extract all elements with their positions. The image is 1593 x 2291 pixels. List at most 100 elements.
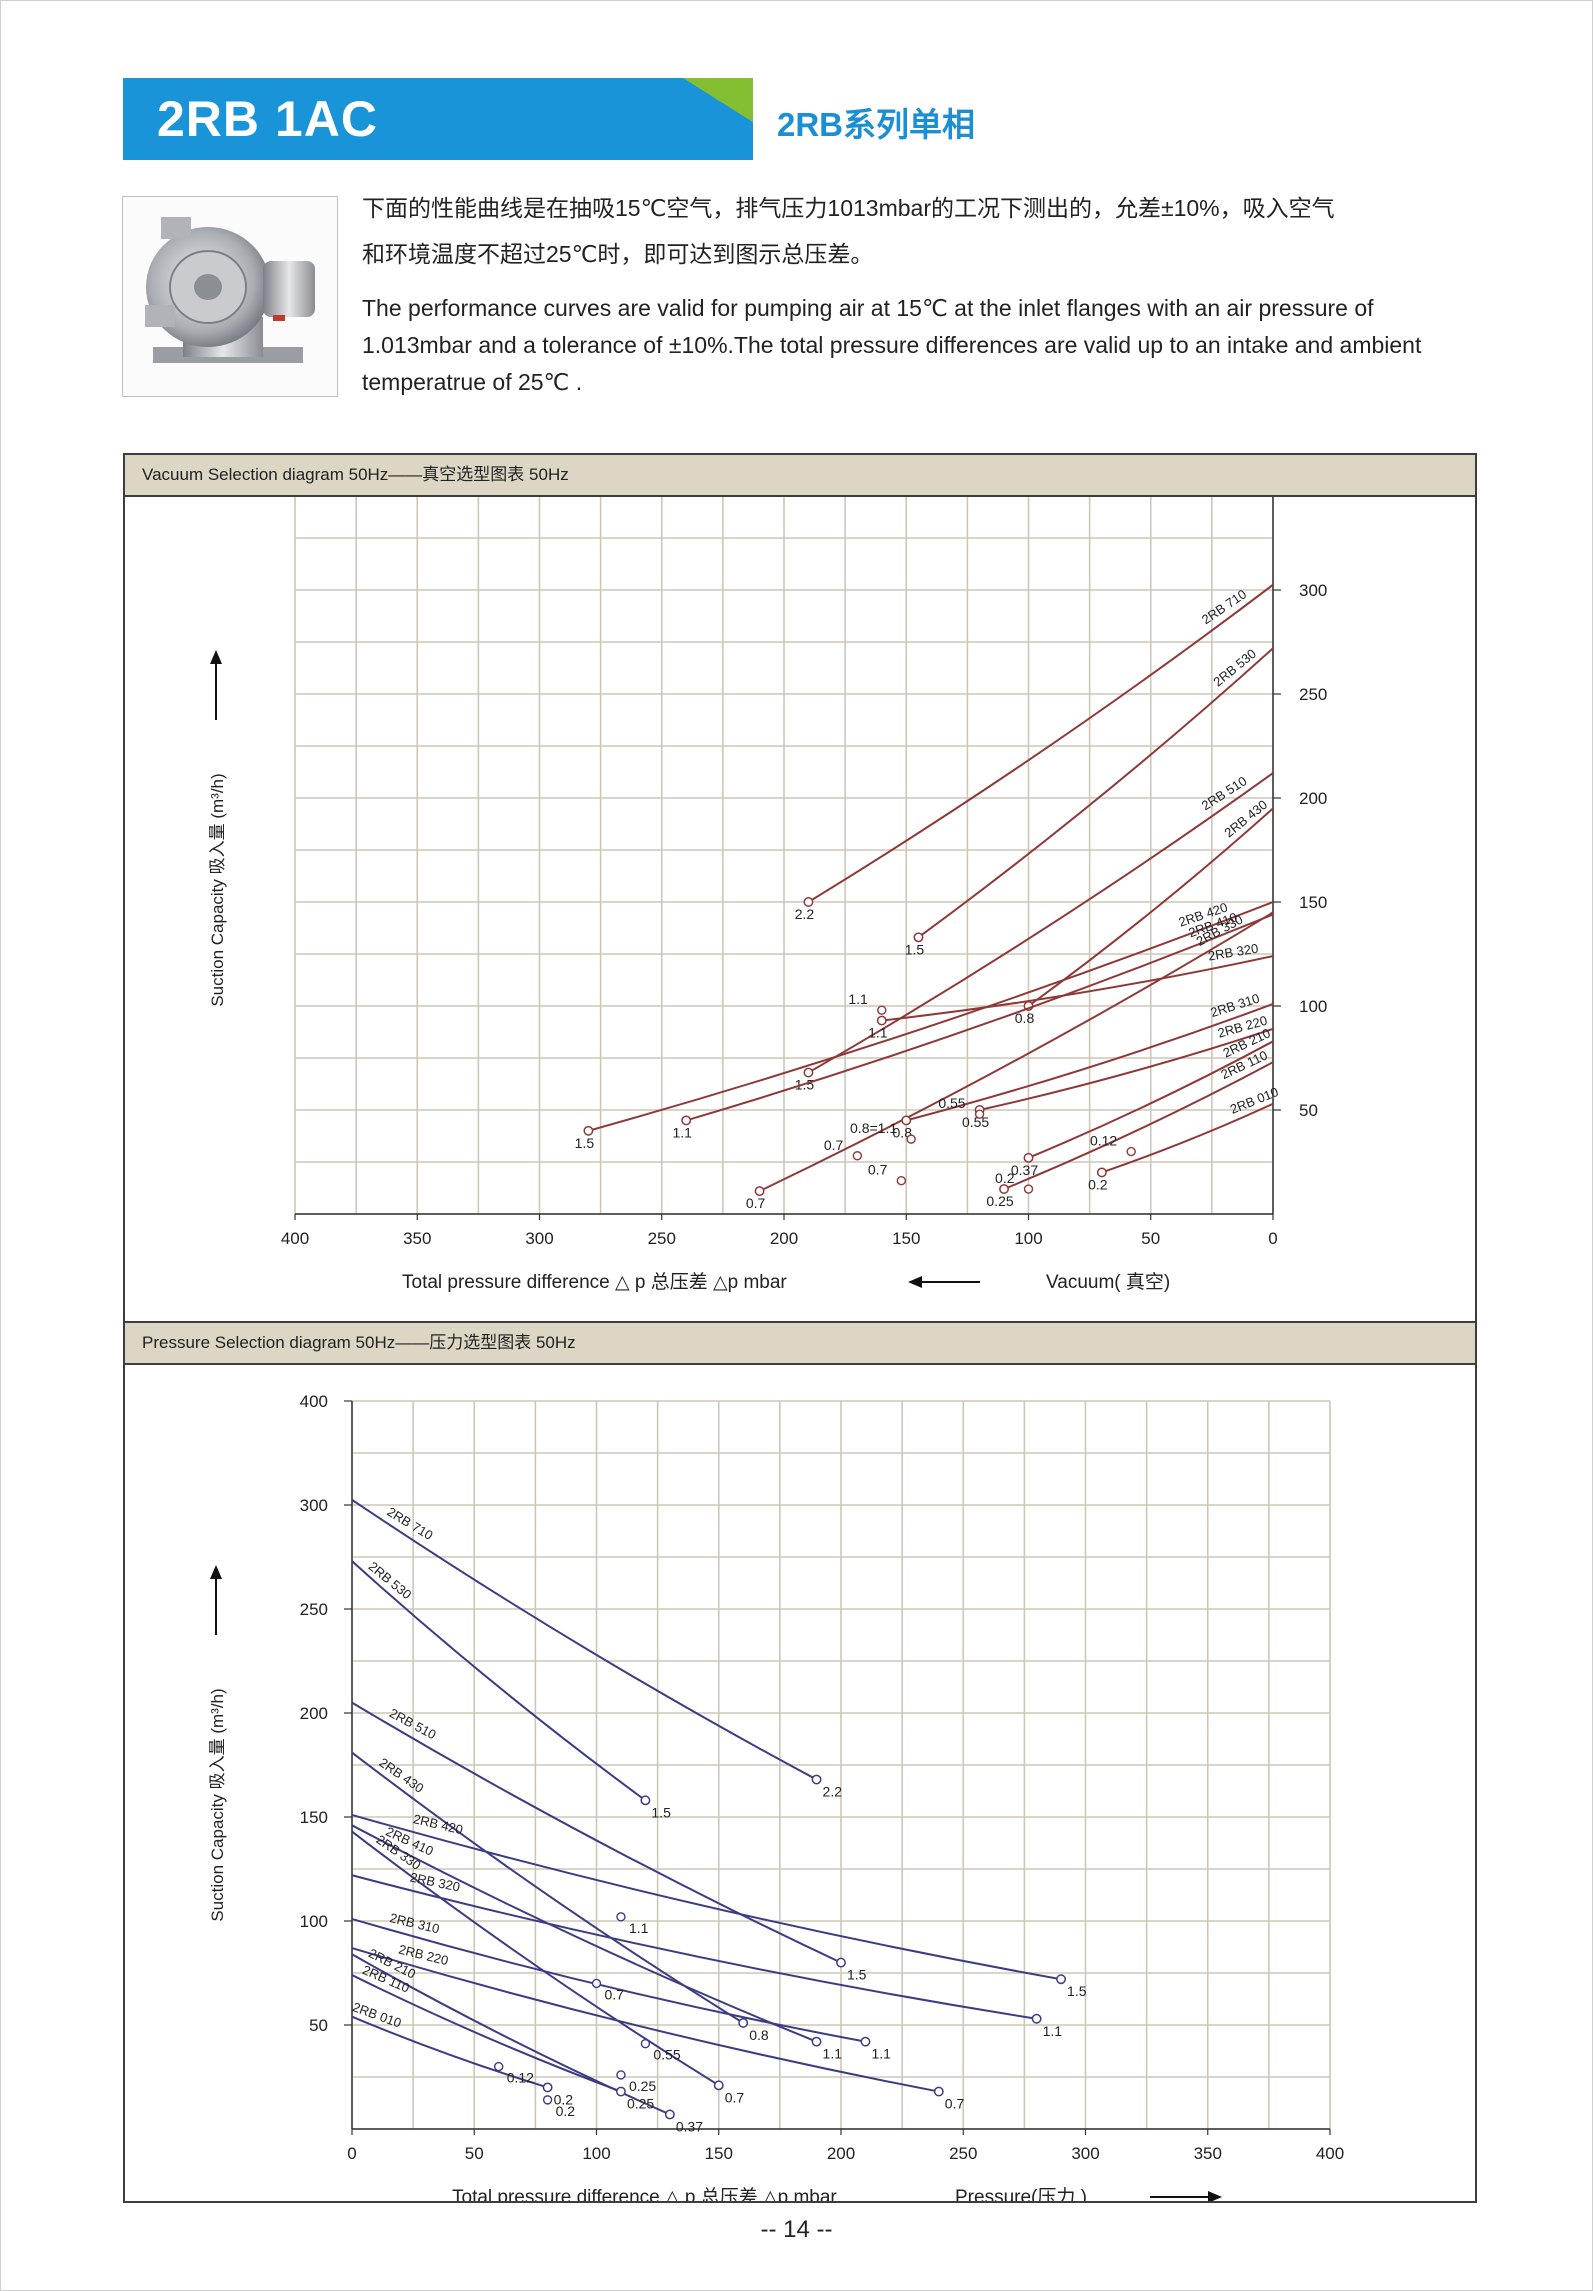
pressure-line-2rb-710 (351, 1498, 818, 1781)
vacuum-x-tick-250: 250 (648, 1229, 676, 1248)
vacuum-point-label: 0.2 (995, 1170, 1015, 1186)
pressure-x-tick-300: 300 (1071, 2144, 1099, 2163)
vacuum-point-2rb-010 (1096, 1167, 1107, 1178)
pressure-point-2rb-210 (664, 2109, 675, 2120)
vacuum-line-2rb-220 (979, 1027, 1274, 1111)
pressure-end-label-2rb-410: 1.1 (823, 2046, 843, 2062)
vacuum-chart: 400 350 300 250 200 150 100 50 0 50 100 150 200 250 30… (208, 497, 1327, 1293)
pressure-end-label-2rb-510: 1.5 (847, 1967, 867, 1983)
pressure-grid (351, 1400, 1331, 2130)
vacuum-end-label-2rb-420: 1.5 (575, 1135, 595, 1151)
pressure-end-label-2rb-430: 0.8 (749, 2027, 769, 2043)
vacuum-line-2rb-210 (1028, 1040, 1274, 1159)
vacuum-mid-point (906, 1134, 916, 1144)
pressure-end-label-2rb-110: 0.25 (627, 2096, 654, 2112)
product-photo (122, 196, 338, 397)
pressure-series-label-2rb-320: 2RB 320 (409, 1870, 462, 1895)
vacuum-line-2rb-410 (685, 913, 1274, 1122)
vacuum-x-tick-300: 300 (525, 1229, 553, 1248)
pressure-point-2rb-410 (811, 2036, 822, 2047)
pressure-line-2rb-210 (351, 1953, 671, 2116)
pressure-end-label-2rb-710: 2.2 (823, 1784, 843, 1800)
vacuum-end-label-2rb-010: 0.2 (1088, 1176, 1108, 1192)
vacuum-mid-point (877, 1005, 887, 1015)
vacuum-y-tick-50: 50 (1299, 1101, 1318, 1120)
pressure-line-2rb-320 (351, 1874, 1037, 2020)
vacuum-point-2rb-330 (754, 1186, 765, 1197)
pressure-y-tick-400: 400 (300, 1392, 328, 1411)
pressure-end-label-2rb-530: 1.5 (651, 1804, 671, 1820)
pressure-line-2rb-530 (351, 1560, 646, 1802)
vacuum-point-2rb-710 (803, 897, 814, 907)
vacuum-end-label-2rb-320: 1.1 (868, 1025, 888, 1041)
vacuum-left-arrow-head-icon (908, 1276, 922, 1288)
banner-blue-band (123, 78, 753, 160)
vacuum-x-tick-200: 200 (770, 1229, 798, 1248)
pressure-point-labels: 1.1 0.7 0.55 0.25 0.12 0.2 (494, 1912, 681, 2119)
pressure-direction-label: Pressure(压力 ) (955, 2186, 1087, 2201)
vacuum-point-2rb-410 (681, 1115, 692, 1126)
pressure-x-tick-250: 250 (949, 2144, 977, 2163)
vacuum-line-2rb-110 (1003, 1061, 1274, 1190)
pressure-plot: 0 50 100 150 200 250 300 350 400 50 100 150 200 250 30… (208, 1392, 1344, 2201)
page-title: 2RB 1AC (157, 91, 378, 147)
blower-image-icon (145, 217, 315, 363)
vacuum-point-2rb-510 (803, 1067, 814, 1078)
vacuum-point-labels: 1.1 0.7 0.8=1.1 0.7 0.55 0.2 0.12 (824, 991, 1136, 1194)
vacuum-line-2rb-010 (1101, 1102, 1274, 1174)
pressure-end-label-2rb-010: 0.2 (554, 2091, 574, 2107)
vacuum-mid-point (852, 1151, 863, 1161)
vacuum-point-2rb-530 (913, 932, 924, 943)
pressure-x-tick-400: 400 (1316, 2144, 1344, 2163)
pressure-point-label: 0.7 (605, 1986, 625, 2002)
pressure-y-tick-200: 200 (300, 1704, 328, 1723)
intro-cn-line1: 下面的性能曲线是在抽吸15℃空气，排气压力1013mbar的工况下测出的，允差±… (362, 195, 1335, 221)
vacuum-end-label-2rb-430: 0.8 (1015, 1010, 1035, 1026)
vacuum-x-tick-400: 400 (281, 1229, 309, 1248)
pressure-end-label-2rb-210: 0.37 (676, 2118, 703, 2134)
vacuum-end-label-2rb-710: 2.2 (795, 906, 815, 922)
vacuum-plot: 400 350 300 250 200 150 100 50 0 50 100 150 200 250 30… (208, 497, 1327, 1293)
page-subtitle: 2RB系列单相 (777, 106, 976, 143)
vacuum-end-label-2rb-210: 0.37 (1011, 1162, 1038, 1178)
pressure-right-arrow-head-icon (1208, 2191, 1222, 2201)
pressure-point-2rb-220 (933, 2086, 944, 2097)
vacuum-line-2rb-530 (917, 647, 1274, 939)
pressure-diagram-title: Pressure Selection diagram 50Hz——压力选型图表 … (125, 1323, 1475, 1365)
vacuum-point-label: 1.1 (848, 991, 868, 1007)
vacuum-point-label: 0.12 (1090, 1133, 1117, 1149)
pressure-x-label: Total pressure difference △ p 总压差 △p mba… (452, 2186, 837, 2201)
pressure-y-tick-300: 300 (300, 1496, 328, 1515)
vacuum-point-2rb-420 (583, 1125, 594, 1136)
vacuum-mid-point (896, 1176, 907, 1186)
vacuum-x-tick-100: 100 (1014, 1229, 1042, 1248)
pressure-end-label-2rb-310: 1.1 (871, 2046, 891, 2062)
pressure-y-label: Suction Capacity 吸入量 (m³/h) (208, 1688, 227, 1921)
vacuum-y-tick-150: 150 (1299, 893, 1327, 912)
pressure-line-2rb-330 (351, 1830, 720, 2087)
pressure-point-2rb-320 (1031, 2013, 1042, 2024)
pressure-point-label: 0.25 (629, 2078, 656, 2094)
vacuum-end-label-2rb-330: 0.7 (746, 1195, 766, 1211)
vacuum-line-2rb-320 (881, 955, 1274, 1022)
page-number: -- 14 -- (760, 2216, 833, 2243)
vacuum-line-2rb-330 (759, 911, 1274, 1193)
vacuum-y-tick-200: 200 (1299, 789, 1327, 808)
pressure-y-tick-150: 150 (300, 1808, 328, 1827)
vacuum-line-2rb-710 (807, 584, 1274, 903)
vacuum-point-label: 0.55 (938, 1095, 965, 1111)
vacuum-y-tick-300: 300 (1299, 581, 1327, 600)
pressure-point-2rb-110 (616, 2086, 626, 2097)
vacuum-x-tick-150: 150 (892, 1229, 920, 1248)
pressure-point-label: 0.12 (507, 2070, 534, 2086)
pressure-line-2rb-420 (351, 1813, 1062, 1981)
vacuum-line-2rb-310 (905, 1002, 1274, 1122)
pressure-end-label-2rb-330: 0.7 (725, 2089, 745, 2105)
pressure-mid-point (616, 1912, 626, 1922)
pressure-end-label-2rb-320: 1.1 (1043, 2023, 1063, 2039)
vacuum-mid-point (1126, 1146, 1136, 1157)
pressure-point-2rb-420 (1056, 1974, 1066, 1985)
pressure-point-label: 0.2 (556, 2103, 576, 2119)
vacuum-grid (294, 497, 1274, 1215)
